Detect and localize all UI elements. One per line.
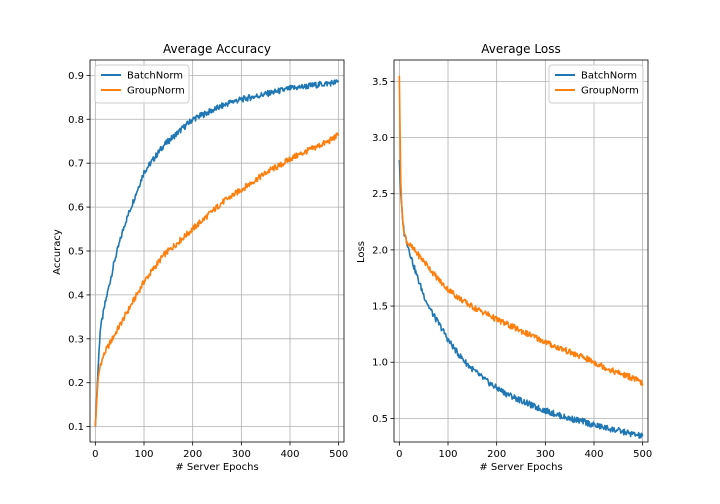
loss-x-tick-label: 0 [396, 449, 402, 460]
accuracy-x-tick-label: 0 [92, 449, 98, 460]
accuracy-legend: BatchNorm GroupNorm [94, 64, 190, 104]
accuracy-y-tick-label: 0.4 [68, 290, 84, 301]
loss-legend: BatchNorm GroupNorm [548, 64, 644, 104]
accuracy-x-tick-label: 200 [183, 449, 202, 460]
accuracy-x-tick-label: 400 [280, 449, 299, 460]
accuracy-x-tick-label: 300 [232, 449, 251, 460]
accuracy-y-tick-label: 0.1 [68, 422, 84, 433]
loss-y-tick-label: 2.0 [372, 245, 388, 256]
loss-y-tick-label: 3.5 [372, 77, 388, 88]
loss-y-tick-label: 3.0 [372, 133, 388, 144]
loss-y-tick-label: 2.5 [372, 189, 388, 200]
accuracy-plot: Average Accuracy # Server Epochs Accurac… [52, 42, 348, 473]
loss-x-tick-label: 200 [487, 449, 506, 460]
accuracy-series-batchnorm-line [94, 79, 340, 427]
accuracy-y-tick-label: 0.7 [68, 159, 84, 170]
loss-x-tick-label: 100 [438, 449, 457, 460]
accuracy-legend-label-batchnorm: BatchNorm [127, 71, 183, 82]
loss-x-tick-label: 500 [633, 449, 652, 460]
accuracy-y-tick-label: 0.6 [68, 203, 84, 214]
accuracy-plot-title: Average Accuracy [163, 42, 271, 56]
accuracy-x-axis-label: # Server Epochs [175, 462, 258, 473]
accuracy-y-tick-label: 0.9 [68, 71, 84, 82]
accuracy-y-tick-label: 0.8 [68, 115, 84, 126]
accuracy-legend-label-groupnorm: GroupNorm [127, 86, 185, 97]
accuracy-x-tick-label: 100 [134, 449, 153, 460]
accuracy-series-groupnorm-line [94, 132, 340, 427]
accuracy-y-tick-label: 0.5 [68, 247, 84, 258]
accuracy-y-tick-label: 0.2 [68, 378, 84, 389]
loss-x-tick-label: 300 [536, 449, 555, 460]
accuracy-y-tick-label: 0.3 [68, 334, 84, 345]
loss-series-groupnorm-line [398, 75, 644, 387]
accuracy-x-tick-label: 500 [329, 449, 348, 460]
accuracy-axes-frame [89, 59, 345, 443]
loss-legend-label-groupnorm: GroupNorm [581, 86, 639, 97]
loss-y-tick-label: 1.5 [372, 302, 388, 313]
loss-y-tick-label: 1.0 [372, 358, 388, 369]
loss-series-batchnorm-line [398, 159, 644, 439]
loss-plot-title: Average Loss [481, 42, 560, 56]
loss-legend-label-batchnorm: BatchNorm [581, 71, 637, 82]
loss-y-tick-label: 0.5 [372, 414, 388, 425]
loss-y-axis-label: Loss [356, 241, 367, 263]
accuracy-y-axis-label: Accuracy [52, 229, 63, 275]
loss-x-tick-label: 400 [584, 449, 603, 460]
loss-x-axis-label: # Server Epochs [479, 462, 562, 473]
loss-axes-frame [393, 59, 649, 443]
loss-plot: Average Loss # Server Epochs Loss 0 100 20… [356, 42, 652, 473]
